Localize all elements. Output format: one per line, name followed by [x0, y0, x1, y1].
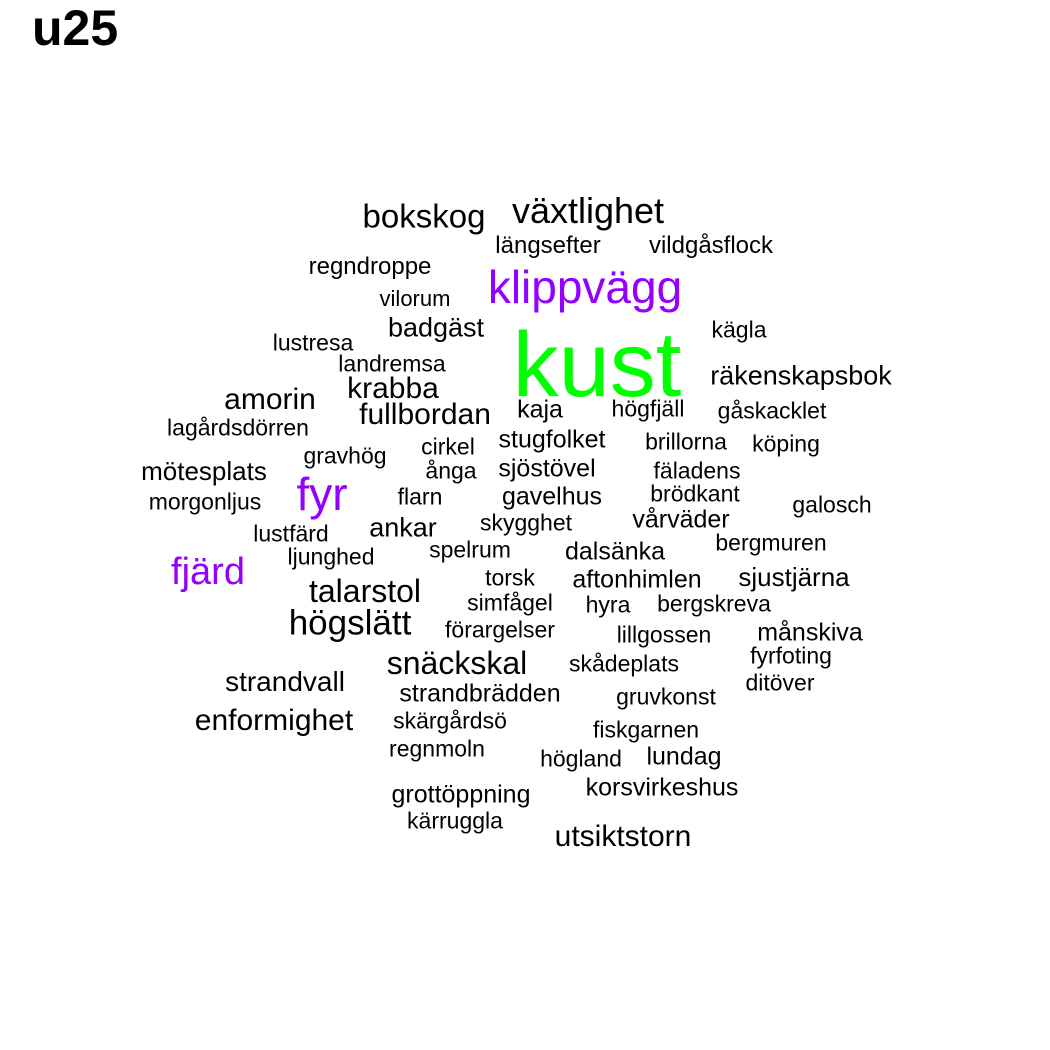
- word-38: landremsa: [338, 350, 446, 377]
- word-71: kärruggla: [407, 807, 503, 834]
- word-61: förargelser: [445, 616, 555, 643]
- word-33: längsefter: [495, 232, 601, 259]
- word-18: mötesplats: [141, 456, 267, 486]
- word-51: galosch: [792, 491, 872, 518]
- word-45: gravhög: [303, 442, 387, 469]
- word-49: flarn: [397, 483, 443, 510]
- word-5: bokskog: [362, 197, 486, 235]
- word-58: simfågel: [467, 589, 553, 616]
- word-4: växtlighet: [511, 190, 665, 231]
- word-40: gåskacklet: [717, 397, 827, 424]
- word-13: krabba: [347, 372, 439, 405]
- word-37: lustresa: [272, 329, 354, 356]
- word-29: aftonhimlen: [572, 565, 702, 594]
- word-9: enformighet: [194, 704, 354, 737]
- word-16: badgäst: [387, 312, 485, 343]
- word-26: korsvirkeshus: [585, 773, 739, 802]
- word-27: grottöppning: [391, 780, 531, 809]
- word-10: utsiktstorn: [554, 820, 692, 853]
- word-14: strandvall: [225, 666, 345, 697]
- word-36: kägla: [711, 316, 767, 343]
- word-19: sjustjärna: [738, 562, 850, 592]
- word-64: skådeplats: [569, 650, 679, 677]
- word-59: hyra: [585, 591, 631, 618]
- word-60: bergskreva: [657, 590, 771, 617]
- word-62: lillgossen: [616, 621, 712, 648]
- word-0: kust: [512, 314, 682, 416]
- word-3: fjärd: [171, 551, 245, 593]
- word-47: fäladens: [653, 457, 741, 484]
- word-70: högland: [540, 745, 622, 772]
- word-69: regnmoln: [389, 735, 485, 762]
- plot-title: u25: [32, 0, 119, 56]
- word-53: skygghet: [479, 509, 573, 536]
- word-57: torsk: [485, 564, 535, 591]
- word-28: lundag: [646, 742, 722, 771]
- word-41: lagårdsdörren: [167, 414, 309, 441]
- word-48: morgonljus: [148, 488, 262, 515]
- word-2: fyr: [296, 468, 348, 520]
- word-35: vilorum: [379, 286, 451, 311]
- word-39: högfjäll: [611, 395, 685, 422]
- word-31: kaja: [517, 395, 563, 424]
- word-52: lustfärd: [253, 520, 329, 547]
- word-15: räkenskapsbok: [710, 360, 892, 391]
- word-12: fullbordan: [359, 398, 491, 431]
- word-63: fyrfoting: [750, 642, 832, 669]
- word-66: gruvkonst: [616, 683, 716, 710]
- word-68: fiskgarnen: [592, 716, 700, 743]
- word-24: strandbrädden: [399, 679, 561, 708]
- word-44: köping: [752, 430, 820, 457]
- word-34: vildgåsflock: [648, 232, 774, 259]
- word-7: talarstol: [308, 573, 422, 609]
- word-20: stugfolket: [498, 425, 606, 454]
- word-17: ankar: [369, 512, 437, 543]
- word-30: dalsänka: [564, 537, 666, 566]
- word-56: spelrum: [429, 536, 511, 563]
- word-25: månskiva: [757, 618, 863, 647]
- word-54: bergmuren: [715, 529, 827, 556]
- word-11: amorin: [224, 383, 316, 416]
- word-6: högslätt: [288, 603, 412, 643]
- word-50: brödkant: [650, 480, 740, 507]
- word-23: gavelhus: [501, 482, 603, 511]
- word-42: cirkel: [421, 433, 475, 460]
- word-8: snäckskal: [386, 645, 528, 681]
- word-1: klippvägg: [487, 261, 683, 313]
- word-32: regndroppe: [308, 253, 432, 280]
- word-22: sjöstövel: [498, 454, 596, 483]
- word-43: brillorna: [645, 428, 727, 455]
- word-55: ljunghed: [287, 543, 375, 570]
- word-65: ditöver: [745, 669, 815, 696]
- word-21: vårväder: [632, 505, 730, 534]
- word-46: ånga: [425, 457, 477, 484]
- word-67: skärgårdsö: [393, 707, 507, 734]
